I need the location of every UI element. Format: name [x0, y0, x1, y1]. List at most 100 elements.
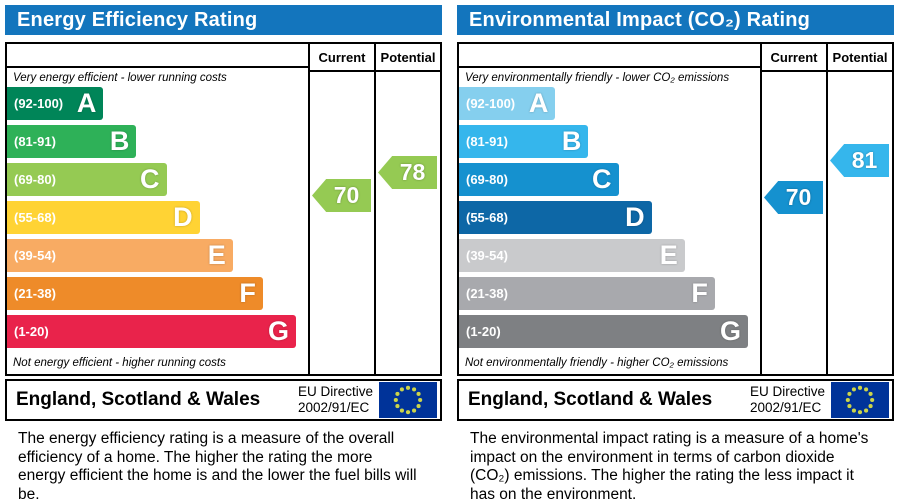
band-row: (55-68) D: [7, 201, 308, 235]
environmental-panel-title: Environmental Impact (CO₂) Rating: [457, 5, 894, 35]
band-range: (1-20): [14, 324, 49, 340]
environmental-band-b: (81-91) B: [459, 125, 589, 159]
band-row: (1-20) G: [459, 315, 760, 349]
band-letter: C: [592, 164, 612, 195]
energy-band-e: (39-54) E: [7, 239, 233, 273]
band-row: (1-20) G: [7, 315, 308, 349]
band-range: (55-68): [466, 210, 508, 226]
region-label: England, Scotland & Wales: [16, 389, 261, 410]
band-row: (92-100) A: [7, 87, 308, 121]
band-range: (69-80): [14, 172, 56, 188]
eu-flag-icon: [379, 382, 437, 418]
eu-directive-label: EU Directive 2002/91/EC: [750, 384, 825, 416]
band-letter: A: [528, 88, 549, 119]
energy-footer: England, Scotland & Wales EU Directive 2…: [5, 379, 442, 421]
energy-current-arrow: 70: [312, 179, 371, 212]
region-label: England, Scotland & Wales: [468, 389, 713, 410]
energy-rating-chart: Very energy efficient - lower running co…: [5, 42, 442, 376]
current-column-header: Current: [310, 44, 374, 72]
band-letter: F: [239, 278, 256, 309]
band-range: (39-54): [14, 248, 56, 264]
band-row: (81-91) B: [459, 125, 760, 159]
environmental-description: The environmental impact rating is a mea…: [470, 430, 869, 503]
eu-directive-line2: 2002/91/EC: [749, 400, 822, 415]
eu-directive-line2: 2002/91/EC: [297, 400, 370, 415]
energy-potential-arrow: 78: [378, 156, 437, 189]
band-letter: E: [207, 240, 226, 271]
band-range: (92-100): [466, 96, 516, 112]
band-letter: B: [109, 126, 130, 157]
energy-band-b: (81-91) B: [7, 125, 137, 159]
energy-bottom-note: Not energy efficient - higher running co…: [13, 357, 226, 370]
environmental-rating-chart: Very environmentally friendly - lower CO…: [457, 42, 894, 376]
band-row: (21-38) F: [7, 277, 308, 311]
band-letter: D: [173, 202, 193, 233]
energy-head-spacer: [7, 44, 308, 69]
energy-band-d: (55-68) D: [7, 201, 200, 235]
environmental-band-c: (69-80) C: [459, 163, 619, 197]
energy-band-f: (21-38) F: [7, 277, 263, 311]
environmental-current-value: 70: [785, 184, 812, 210]
band-row: (39-54) E: [7, 239, 308, 273]
band-letter: C: [140, 164, 160, 195]
band-range: (69-80): [466, 172, 508, 188]
current-column-header: Current: [762, 44, 826, 72]
environmental-footer: England, Scotland & Wales EU Directive 2…: [457, 379, 894, 421]
band-row: (55-68) D: [459, 201, 760, 235]
energy-potential-value: 78: [399, 159, 426, 185]
energy-current-value: 70: [333, 182, 360, 208]
environmental-potential-value: 81: [851, 147, 878, 173]
energy-efficiency-panel: Energy Efficiency Rating Very energy eff…: [5, 5, 442, 503]
band-row: (92-100) A: [459, 87, 760, 121]
environmental-band-d: (55-68) D: [459, 201, 652, 235]
band-range: (39-54): [466, 248, 508, 264]
environmental-band-e: (39-54) E: [459, 239, 685, 273]
band-letter: G: [719, 316, 741, 347]
environmental-band-a: (92-100) A: [459, 87, 556, 121]
energy-band-g: (1-20) G: [7, 315, 296, 349]
environmental-potential-arrow: 81: [830, 144, 889, 177]
environmental-top-note: Very environmentally friendly - lower CO…: [465, 72, 730, 85]
environmental-impact-panel: Environmental Impact (CO₂) Rating Very e…: [457, 5, 894, 503]
band-row: (69-80) C: [459, 163, 760, 197]
band-row: (81-91) B: [7, 125, 308, 159]
environmental-head-spacer: [459, 44, 760, 69]
band-range: (81-91): [14, 134, 56, 150]
energy-band-a: (92-100) A: [7, 87, 104, 121]
energy-description: The energy efficiency rating is a measur…: [18, 430, 417, 503]
band-range: (1-20): [466, 324, 501, 340]
band-range: (55-68): [14, 210, 56, 226]
environmental-bottom-note: Not environmentally friendly - higher CO…: [465, 357, 729, 370]
energy-band-c: (69-80) C: [7, 163, 167, 197]
energy-current-column: Current 70: [308, 44, 374, 374]
energy-panel-title: Energy Efficiency Rating: [5, 5, 442, 35]
potential-column-header: Potential: [376, 44, 440, 72]
energy-band-column: Very energy efficient - lower running co…: [7, 44, 308, 374]
energy-top-note: Very energy efficient - lower running co…: [13, 72, 227, 85]
potential-column-header: Potential: [828, 44, 892, 72]
eu-directive-label: EU Directive 2002/91/EC: [298, 384, 373, 416]
band-row: (39-54) E: [459, 239, 760, 273]
band-row: (69-80) C: [7, 163, 308, 197]
environmental-band-g: (1-20) G: [459, 315, 748, 349]
eu-directive-line1: EU Directive: [297, 384, 373, 399]
energy-potential-column: Potential 78: [374, 44, 440, 374]
band-letter: D: [625, 202, 645, 233]
band-range: (92-100): [14, 96, 64, 112]
environmental-potential-column: Potential 81: [826, 44, 892, 374]
band-letter: A: [76, 88, 97, 119]
energy-bands: (92-100) A (81-91) B (69-80) C (55-68) D (39…: [7, 86, 308, 353]
band-letter: F: [691, 278, 708, 309]
eu-directive-line1: EU Directive: [749, 384, 825, 399]
band-range: (21-38): [466, 286, 508, 302]
environmental-bands: (92-100) A (81-91) B (69-80) C (55-68) D (39…: [459, 86, 760, 353]
environmental-current-arrow: 70: [764, 181, 823, 214]
band-row: (21-38) F: [459, 277, 760, 311]
eu-flag-icon: [831, 382, 889, 418]
band-range: (21-38): [14, 286, 56, 302]
band-letter: E: [659, 240, 678, 271]
environmental-band-column: Very environmentally friendly - lower CO…: [459, 44, 760, 374]
environmental-current-column: Current 70: [760, 44, 826, 374]
band-letter: B: [561, 126, 582, 157]
